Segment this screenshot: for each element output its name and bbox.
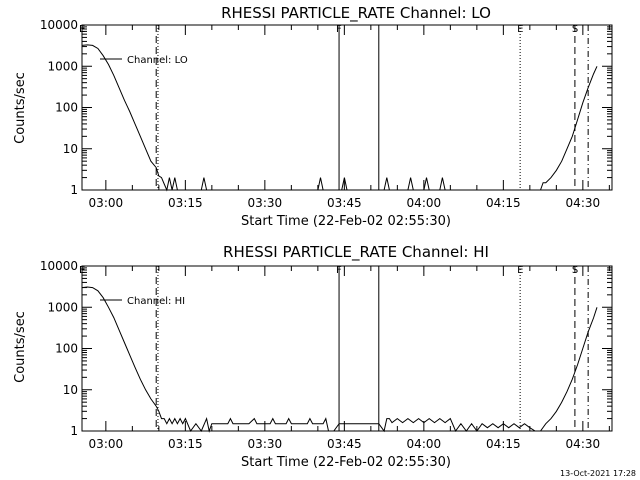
x-tick-label: 03:00 [89, 196, 124, 210]
legend-label: Channel: HI [127, 296, 185, 307]
y-axis-label: Counts/sec [13, 72, 28, 144]
y-tick-label: 1000 [47, 59, 78, 73]
y-tick-label: 10 [63, 142, 78, 156]
y-tick-label: 100 [55, 101, 78, 115]
x-tick-label: 03:00 [89, 437, 124, 451]
x-tick-label: 04:15 [486, 437, 521, 451]
y-tick-label: 100 [55, 342, 78, 356]
hi-channel-panel: RHESSI PARTICLE_RATE Channel: HI Start T… [13, 243, 613, 470]
y-tick-label: 10 [63, 383, 78, 397]
tick-labels: 1 10 100 1000 10000 03:00 03:15 03:30 03:45 04:00… [40, 18, 612, 210]
x-tick-label: 04:00 [407, 437, 442, 451]
x-tick-label: 04:15 [486, 196, 521, 210]
legend-label: Channel: LO [127, 55, 188, 66]
x-tick-label: 03:30 [248, 437, 283, 451]
plot-frame [81, 24, 613, 191]
x-tick-label: 03:30 [248, 196, 283, 210]
y-tick-label: 1 [70, 424, 78, 438]
y-tick-label: 10000 [40, 18, 78, 32]
chart-title: RHESSI PARTICLE_RATE Channel: LO [221, 4, 491, 23]
y-tick-label: 10000 [40, 259, 78, 273]
x-tick-label: 04:00 [407, 196, 442, 210]
footer-timestamp: 13-Oct-2021 17:28 [560, 469, 636, 478]
marker-label: S [572, 24, 578, 35]
marker-label: F [336, 265, 342, 276]
marker-label: E [517, 265, 523, 276]
marker-label: F [336, 24, 342, 35]
x-tick-label: 04:30 [566, 196, 601, 210]
x-axis-label: Start Time (22-Feb-02 02:55:30) [241, 455, 451, 470]
x-tick-label: 03:45 [327, 437, 362, 451]
x-tick-label: 04:30 [566, 437, 601, 451]
series-line-hi [81, 286, 598, 433]
marker-label: S [572, 265, 578, 276]
x-tick-label: 03:15 [168, 196, 203, 210]
y-axis-label: Counts/sec [13, 311, 28, 383]
y-tick-label: 1000 [47, 300, 78, 314]
x-axis-label: Start Time (22-Feb-02 02:55:30) [241, 214, 451, 229]
x-tick-label: 03:45 [327, 196, 362, 210]
x-tick-label: 03:15 [168, 437, 203, 451]
lo-channel-panel: RHESSI PARTICLE_RATE Channel: LO Start T… [13, 4, 613, 229]
plot-frame [81, 265, 613, 432]
marker-label: E [517, 24, 523, 35]
y-tick-label: 1 [70, 183, 78, 197]
tick-labels: 1 10 100 1000 10000 03:00 03:15 03:30 03:45 04:00… [40, 259, 612, 451]
chart-title: RHESSI PARTICLE_RATE Channel: HI [223, 243, 489, 262]
